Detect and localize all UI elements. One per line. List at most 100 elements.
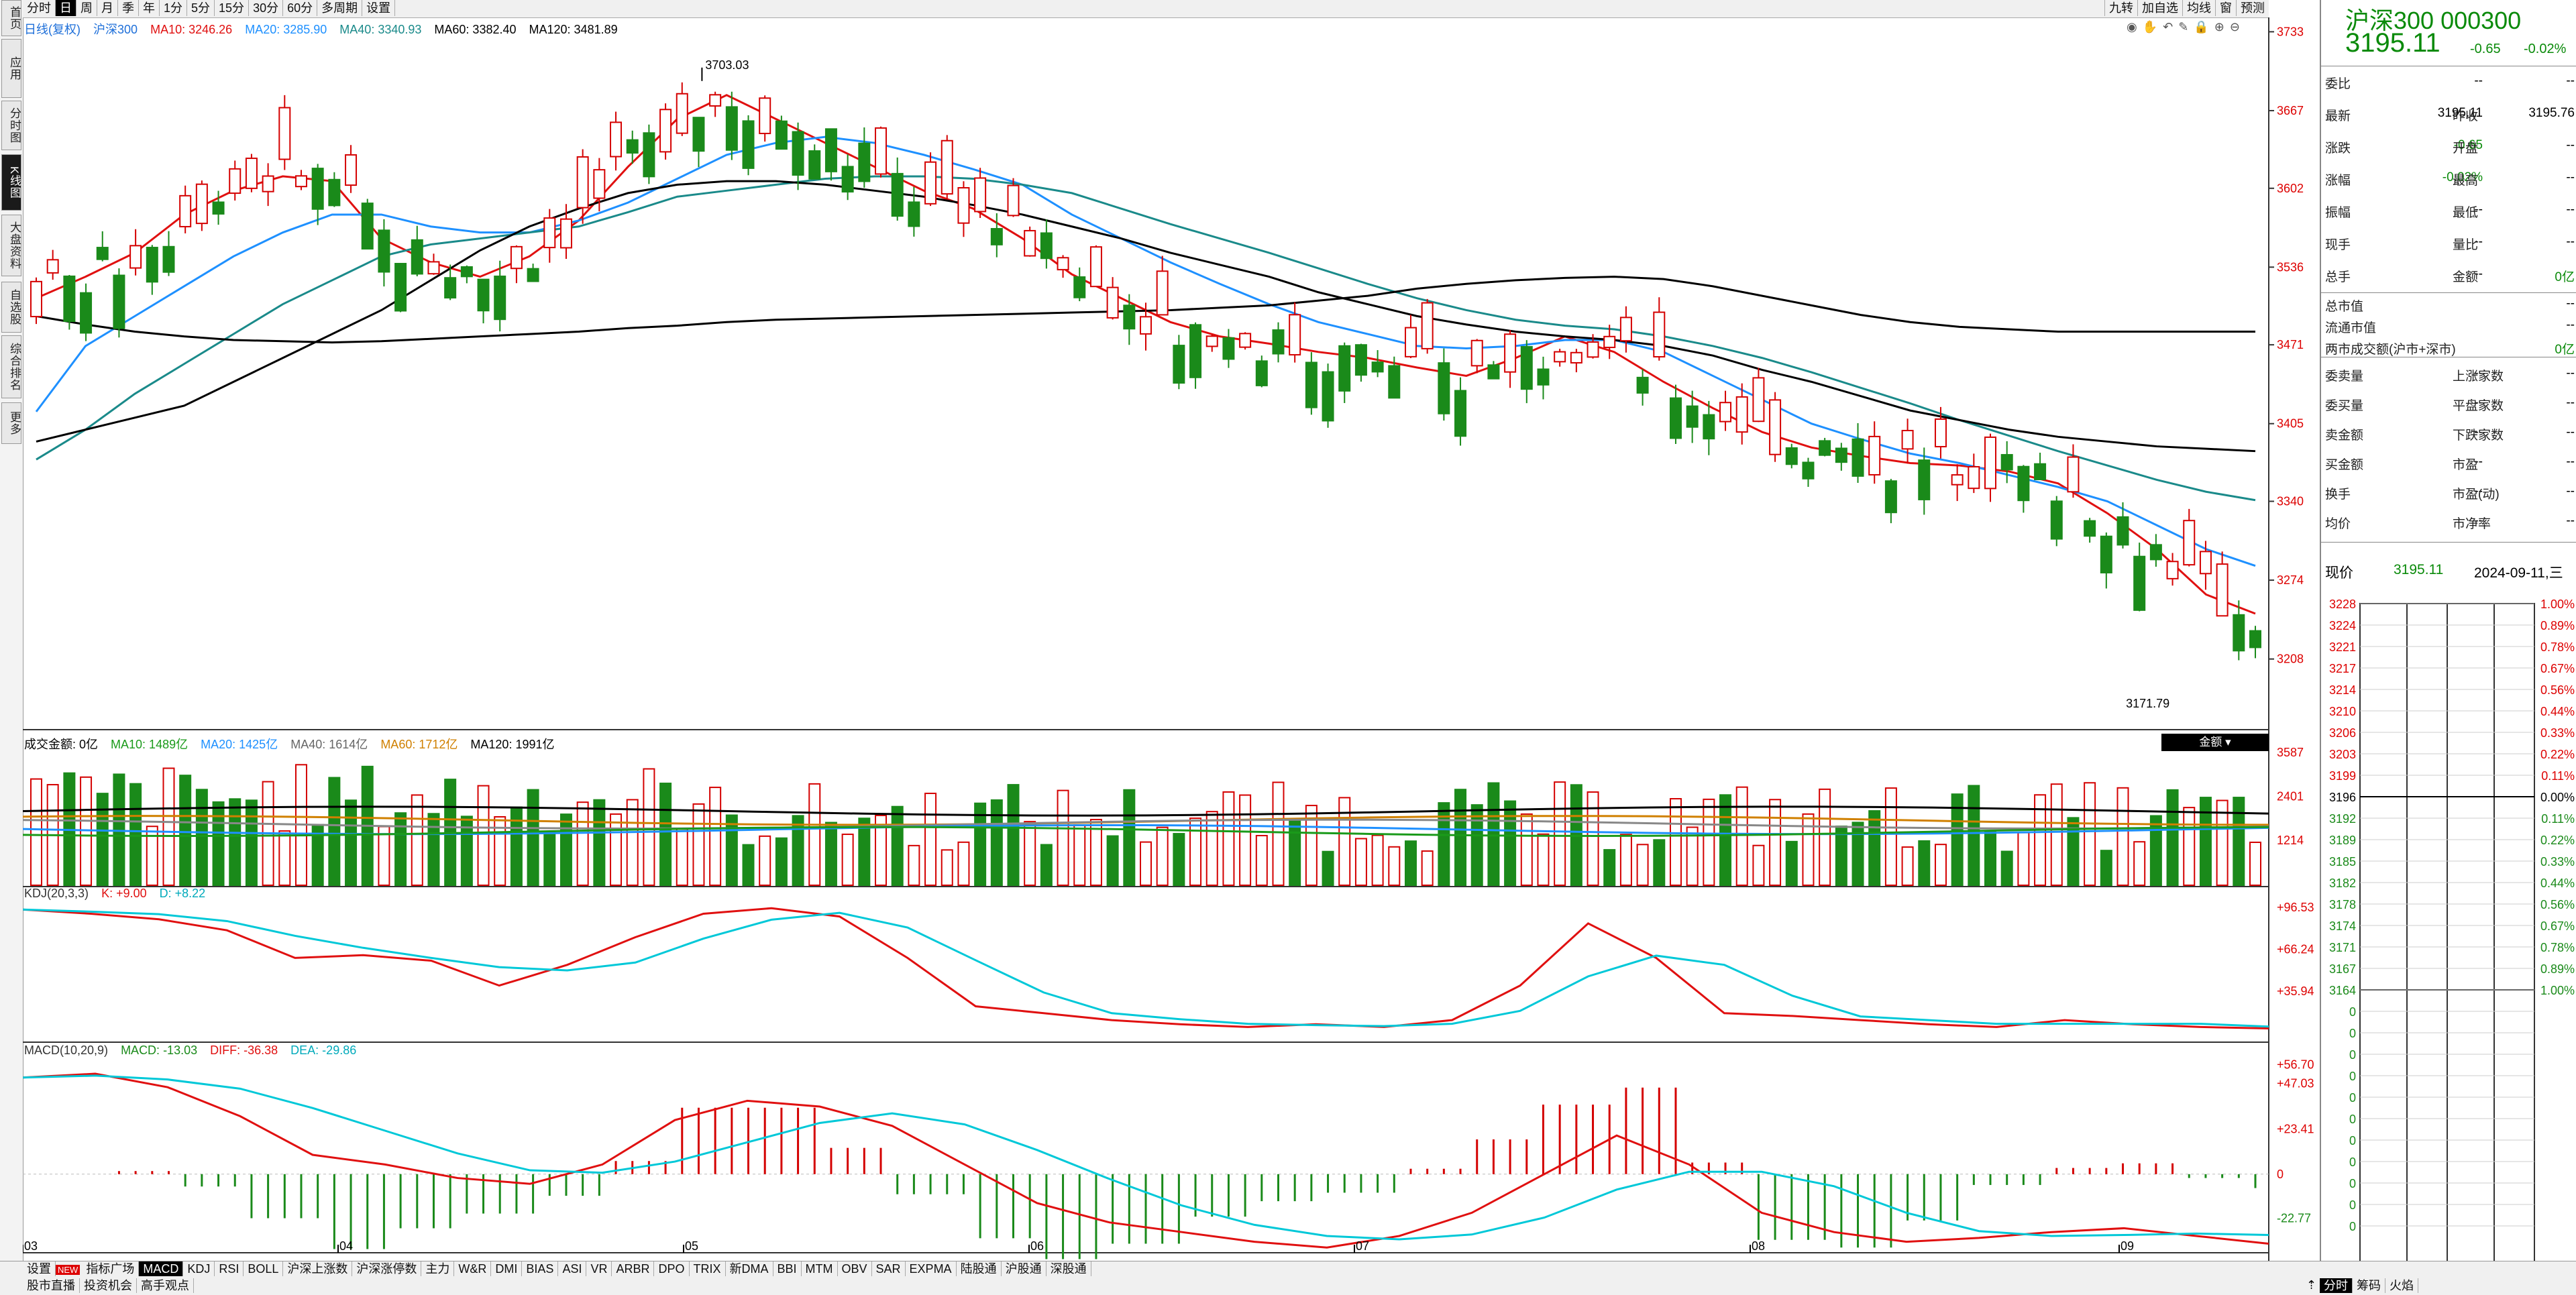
indicator-tab-14[interactable]: VR <box>586 1261 612 1276</box>
indicator-tab-9[interactable]: 主力 <box>421 1261 455 1276</box>
candle-body <box>1140 316 1152 335</box>
indicator-tab-2[interactable]: 指标广场 <box>82 1261 140 1276</box>
period-tab-5[interactable]: 年 <box>139 0 160 16</box>
left-tab-6[interactable]: 综合排名 <box>1 335 21 398</box>
period-tab-8[interactable]: 15分 <box>215 0 250 16</box>
top-tool-0[interactable]: 九转 <box>2104 0 2137 16</box>
indicator-tab-4[interactable]: KDJ <box>183 1261 215 1276</box>
volume-bar <box>908 844 920 887</box>
indicator-tab-15[interactable]: ARBR <box>612 1261 655 1276</box>
indicator-tab-26[interactable]: 深股通 <box>1046 1261 1091 1276</box>
kdj-d: D: +8.22 <box>159 887 206 900</box>
left-tab-4[interactable]: 大盘资料 <box>1 215 21 276</box>
indicator-tab-21[interactable]: OBV <box>838 1261 872 1276</box>
volume-bar <box>1040 844 1053 886</box>
volume-bar <box>1735 786 1748 886</box>
indicator-tab-23[interactable]: EXPMA <box>906 1261 957 1276</box>
indicator-tab-16[interactable]: DPO <box>654 1261 690 1276</box>
indicator-bar: 设置 NEW 指标广场 MACD KDJ RSI BOLL 沪深上涨数 沪深涨停数 主力 W&R DM… <box>0 1261 2576 1295</box>
indicator-tab-10[interactable]: W&R <box>454 1261 492 1276</box>
quote-label: 委比 <box>2325 77 2351 91</box>
indicator-tab-6[interactable]: BOLL <box>244 1261 284 1276</box>
kdj-label: KDJ(20,3,3) <box>24 887 89 900</box>
hand-icon[interactable]: ✋ <box>2142 20 2163 34</box>
candle-body <box>2233 614 2245 652</box>
indicator-tab-7[interactable]: 沪深上涨数 <box>283 1261 353 1276</box>
candle-body <box>262 175 274 192</box>
indicator-tab-0[interactable]: 设置 <box>23 1261 56 1276</box>
period-tab-11[interactable]: 多周期 <box>317 0 363 16</box>
price-tick-label: 3733 <box>2277 25 2304 38</box>
period-tab-1[interactable]: 日 <box>56 0 76 16</box>
left-tab-0[interactable]: 首页 <box>1 0 21 36</box>
eye-icon[interactable]: ◉ <box>2127 20 2143 34</box>
left-tab-1[interactable]: 应用 <box>1 39 21 98</box>
candle-body <box>1934 418 1947 448</box>
kline-chart[interactable]: 3703.03 3171.79 3733 3667 3602 3536 3471 3405 3… <box>23 17 2320 1261</box>
candle-body <box>1007 184 1020 217</box>
period-tab-2[interactable]: 周 <box>76 0 97 16</box>
volume-bar <box>676 828 688 887</box>
indicator-tab-11[interactable]: DMI <box>491 1261 523 1276</box>
indicator-tab-12[interactable]: BIAS <box>522 1261 559 1276</box>
lock-icon[interactable]: 🔒 <box>2194 20 2214 34</box>
period-tab-7[interactable]: 5分 <box>187 0 215 16</box>
left-tab-7[interactable]: 更多 <box>1 402 21 444</box>
bottom-link-0[interactable]: 股市直播 <box>23 1278 80 1293</box>
candle-body <box>1189 324 1202 378</box>
indicator-tab-25[interactable]: 沪股通 <box>1002 1261 1046 1276</box>
panel-tab-0[interactable]: 分时 <box>2320 1278 2353 1293</box>
left-tab-2[interactable]: 分时图 <box>1 101 21 150</box>
brush-icon[interactable]: ✎ <box>2178 20 2194 34</box>
period-tab-6[interactable]: 1分 <box>160 0 188 16</box>
indicator-tab-13[interactable]: ASI <box>558 1261 587 1276</box>
indicator-tab-17[interactable]: TRIX <box>690 1261 726 1276</box>
left-tab-5[interactable]: 自选股 <box>1 282 21 333</box>
volume-bar <box>96 793 109 886</box>
top-tool-3[interactable]: 窗 <box>2215 0 2236 16</box>
volume-bar <box>1636 844 1649 887</box>
indicator-tab-3[interactable]: MACD <box>139 1261 184 1276</box>
quote-row: 总手 -- 金额 0亿 <box>2325 267 2575 294</box>
period-tab-12[interactable]: 设置 <box>362 0 396 16</box>
candle-body <box>1520 346 1533 390</box>
volume-bar <box>30 778 42 886</box>
ma-line-ma10 <box>36 94 2256 615</box>
panel-tab-2[interactable]: 火焰 <box>2385 1278 2418 1293</box>
expand-up-icon[interactable]: ⇡ <box>2306 1278 2317 1292</box>
period-tab-4[interactable]: 季 <box>118 0 139 16</box>
indicator-tab-22[interactable]: SAR <box>872 1261 906 1276</box>
volume-type-select[interactable]: 金额 ▾ <box>2161 734 2269 751</box>
left-tab-3[interactable]: K线图 <box>1 154 21 211</box>
top-tool-2[interactable]: 均线 <box>2182 0 2215 16</box>
period-tab-3[interactable]: 月 <box>97 0 118 16</box>
period-tab-10[interactable]: 60分 <box>283 0 318 16</box>
bottom-link-2[interactable]: 高手观点 <box>137 1278 194 1293</box>
bottom-link-1[interactable]: 投资机会 <box>80 1278 137 1293</box>
quote-label-2: 市盈 <box>2453 458 2479 472</box>
panel-tab-1[interactable]: 筹码 <box>2353 1278 2385 1293</box>
tick-grid-pct: 0.11% <box>2541 769 2575 783</box>
undo-icon[interactable]: ↶ <box>2163 20 2179 34</box>
indicator-tab-24[interactable]: 陆股通 <box>957 1261 1002 1276</box>
zoom-out-icon[interactable]: ⊖ <box>2229 20 2245 34</box>
candle-body <box>2249 630 2261 649</box>
quote-value: -- <box>2474 74 2483 88</box>
candle-body <box>1669 397 1682 439</box>
indicator-tab-5[interactable]: RSI <box>215 1261 244 1276</box>
top-tool-1[interactable]: 加自选 <box>2137 0 2182 16</box>
volume-bar <box>1173 833 1185 887</box>
top-tool-4[interactable]: 预测 <box>2236 0 2269 16</box>
quote-value-2: -- <box>2566 235 2575 249</box>
period-tab-9[interactable]: 30分 <box>249 0 284 16</box>
indicator-tab-8[interactable]: 沪深涨停数 <box>352 1261 422 1276</box>
period-tab-0[interactable]: 分时 <box>23 0 56 16</box>
volume-bar <box>1884 787 1897 886</box>
indicator-tab-19[interactable]: BBI <box>773 1261 802 1276</box>
quote-title: 沪深300 000300 <box>2345 7 2522 34</box>
volume-bar <box>1769 799 1782 886</box>
tick-grid-pct: 1.00% <box>2540 598 2575 611</box>
indicator-tab-20[interactable]: MTM <box>802 1261 838 1276</box>
zoom-in-icon[interactable]: ⊕ <box>2214 20 2230 34</box>
indicator-tab-18[interactable]: 新DMA <box>726 1261 773 1276</box>
